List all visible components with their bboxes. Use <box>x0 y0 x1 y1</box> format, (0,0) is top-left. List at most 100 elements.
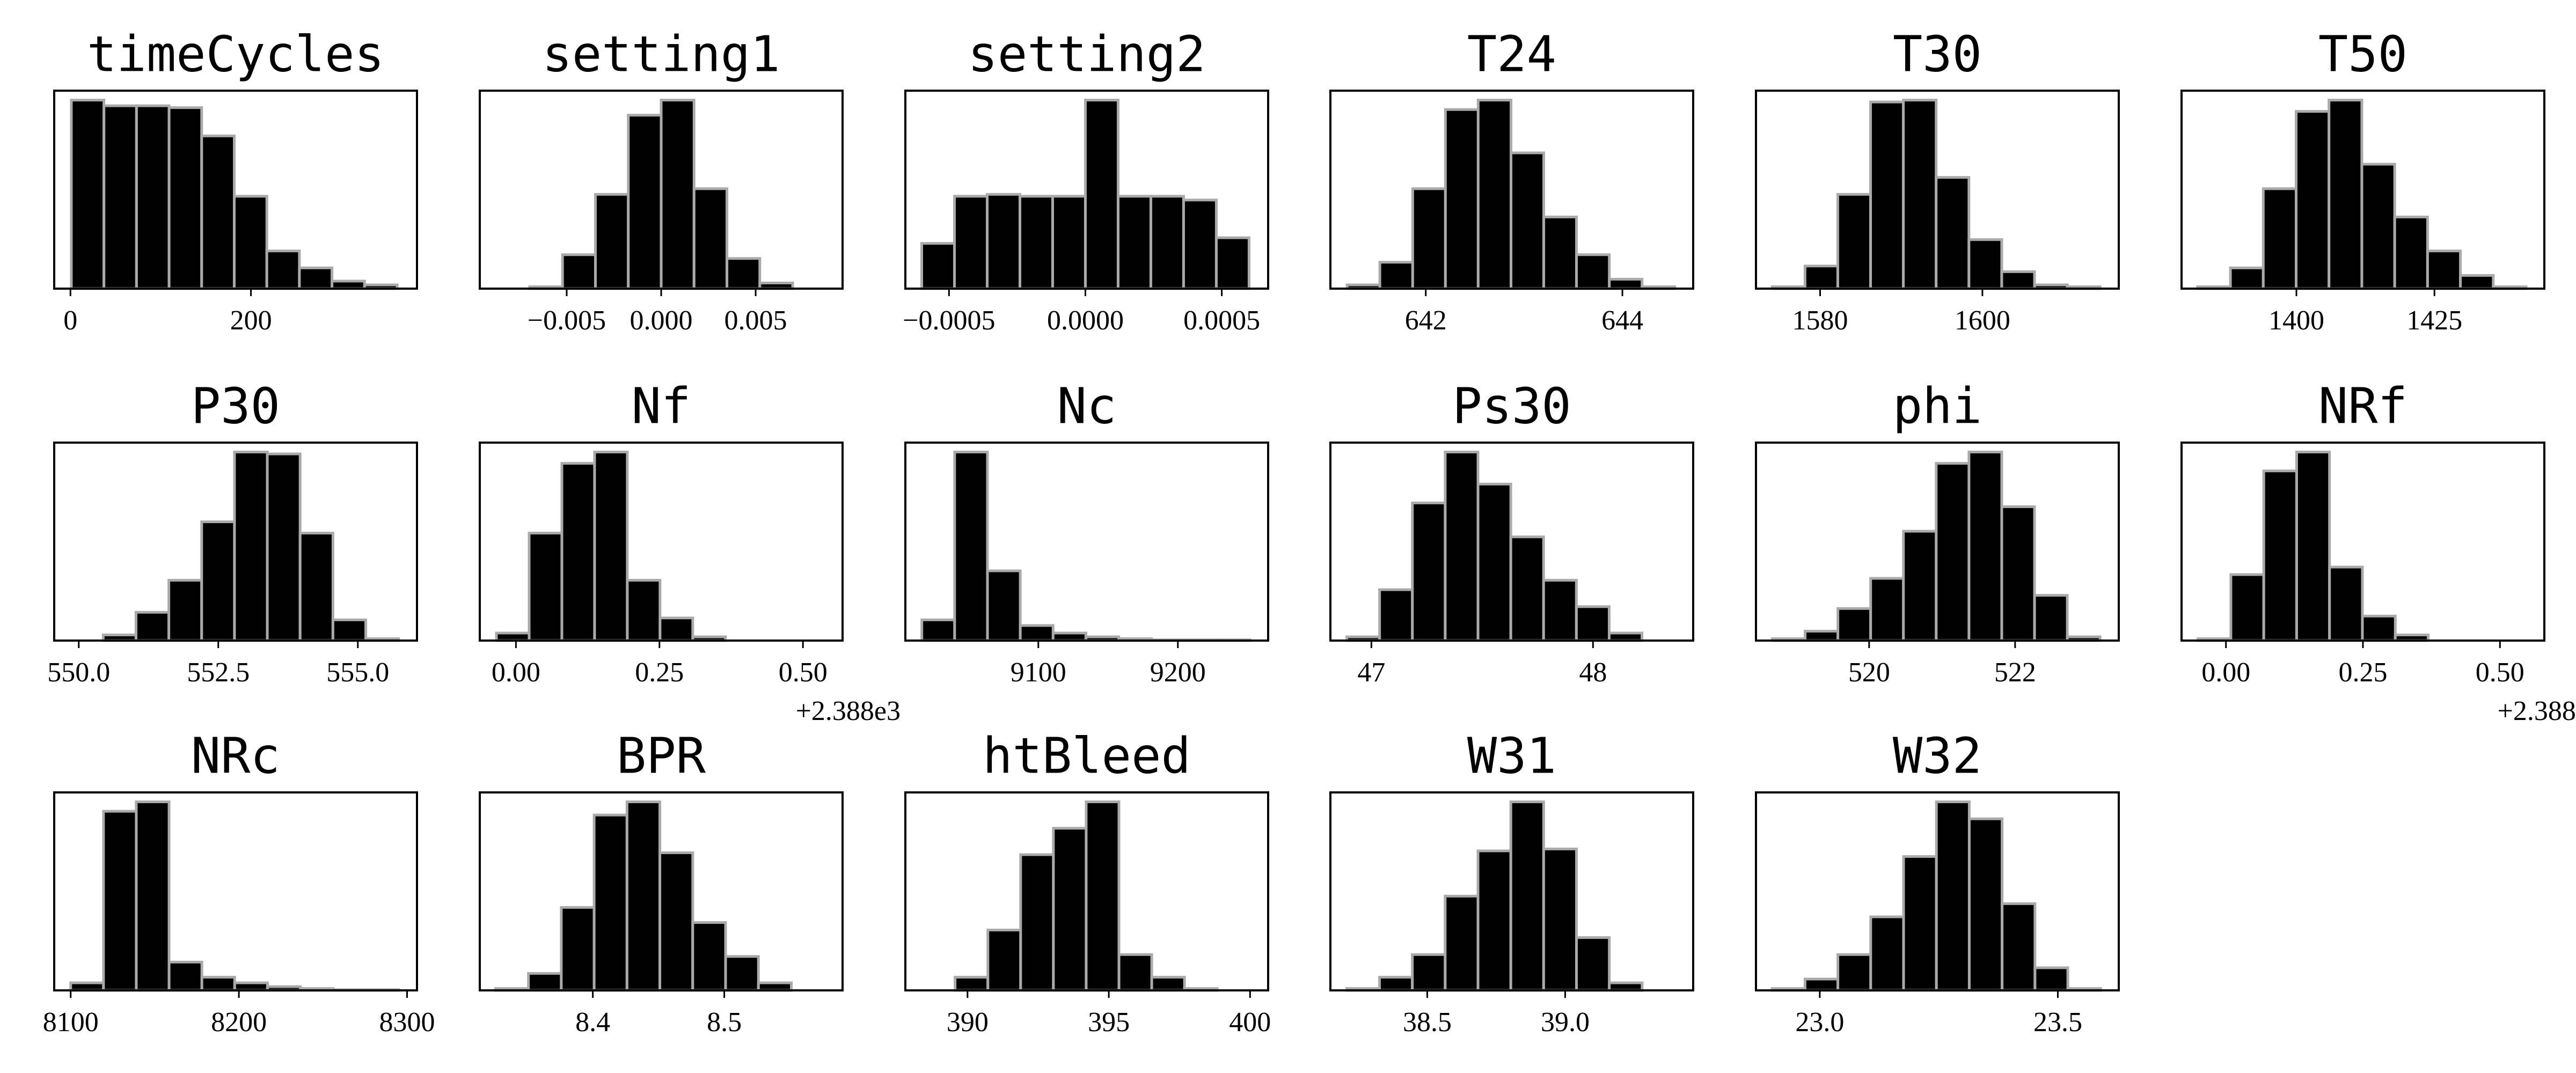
x-tick-label: 8100 <box>43 1007 99 1038</box>
bar <box>2262 469 2298 642</box>
bar <box>1150 975 1186 992</box>
x-tick-label: 0 <box>63 305 77 336</box>
x-tick-label: 642 <box>1405 305 1447 336</box>
x-tick-label: 8300 <box>379 1007 435 1038</box>
x-tick-label: 0.50 <box>779 657 828 688</box>
x-tick-label: 1600 <box>1955 305 2010 336</box>
bar <box>757 981 793 992</box>
x-tick-label: 9200 <box>1150 657 1206 688</box>
axes-frame <box>1329 442 1694 642</box>
bar <box>986 929 1022 992</box>
x-tick-label: 0.0000 <box>1047 305 1124 336</box>
x-tick-label: 47 <box>1357 657 1385 688</box>
x-tick-label: 0.00 <box>492 657 540 688</box>
bar <box>954 975 990 992</box>
x-tick-label: 9100 <box>1011 657 1066 688</box>
bar <box>2328 99 2363 290</box>
bar <box>691 921 727 992</box>
bar <box>1411 953 1447 992</box>
bar <box>1052 827 1088 992</box>
bar <box>1051 631 1087 642</box>
bar <box>1411 187 1447 290</box>
bar <box>70 99 106 290</box>
bar <box>1378 975 1414 992</box>
bar <box>1935 176 1971 290</box>
bar <box>953 451 989 642</box>
bar <box>1018 195 1054 290</box>
x-tick-label: 1580 <box>1792 305 1848 336</box>
bar <box>1476 482 1512 642</box>
bar <box>2393 215 2429 290</box>
bar <box>1935 462 1971 642</box>
bar <box>331 280 366 290</box>
bar <box>594 193 630 290</box>
bar <box>658 616 694 642</box>
bar <box>1019 624 1055 642</box>
bar <box>1967 238 2003 290</box>
bar <box>1803 978 1840 992</box>
bar <box>2229 573 2265 642</box>
axes-frame <box>1329 90 1694 290</box>
bar <box>1509 535 1545 642</box>
bar <box>985 193 1021 290</box>
x-tick-label: 520 <box>1848 657 1890 688</box>
axes-frame <box>53 442 418 642</box>
bar <box>528 532 564 642</box>
x-tick-label: 8.4 <box>575 1007 610 1038</box>
bar <box>1608 277 1644 290</box>
bar <box>692 187 729 290</box>
chart-title: htBleed <box>983 727 1191 784</box>
offset-label: +2.388e3 <box>796 696 901 726</box>
x-tick-label: 0.005 <box>724 305 787 336</box>
bar <box>1935 800 1971 992</box>
bar <box>1510 151 1546 290</box>
bar <box>1608 981 1644 992</box>
x-tick-label: 39.0 <box>1541 1007 1590 1038</box>
bar <box>1149 195 1185 290</box>
bar <box>200 520 236 642</box>
axes-frame <box>1755 90 2120 290</box>
bar <box>1869 915 1905 992</box>
chart-title: setting1 <box>542 25 780 83</box>
bar <box>724 955 760 992</box>
bar <box>266 452 302 642</box>
bar <box>1803 264 1839 290</box>
bar <box>167 960 203 992</box>
x-tick-label: 8200 <box>211 1007 267 1038</box>
bar <box>1575 253 1611 290</box>
axes-frame <box>479 791 844 991</box>
bar <box>1444 108 1480 290</box>
x-tick-label: 550.0 <box>47 657 110 688</box>
x-tick-label: −0.0005 <box>903 305 995 336</box>
axes-frame <box>479 442 844 642</box>
bar <box>1444 451 1480 642</box>
bar <box>1836 607 1872 642</box>
bar <box>1378 261 1414 290</box>
bar <box>2295 110 2331 290</box>
x-tick-label: 38.5 <box>1403 1007 1452 1038</box>
bar <box>658 851 694 992</box>
bar <box>1542 215 1578 290</box>
bar <box>233 981 269 992</box>
x-tick-label: 23.5 <box>2033 1007 2082 1038</box>
chart-title: timeCycles <box>87 25 384 83</box>
bar <box>1836 193 1872 290</box>
bar <box>200 975 236 992</box>
bar <box>1509 800 1545 992</box>
bar <box>1967 817 2004 992</box>
chart-title: W31 <box>1467 727 1556 784</box>
chart-title: setting2 <box>968 25 1205 83</box>
chart-title: W32 <box>1893 727 1982 784</box>
axes-frame <box>904 442 1269 642</box>
chart-title: Nf <box>632 377 691 435</box>
bar <box>920 242 956 290</box>
bar <box>1182 199 1218 290</box>
bar <box>1019 853 1055 992</box>
bar <box>627 114 663 290</box>
x-tick-label: 0.25 <box>2339 657 2388 688</box>
bar <box>200 134 236 290</box>
bar <box>2459 274 2495 290</box>
bar <box>1214 236 1250 290</box>
bar <box>1902 530 1938 642</box>
bar <box>2001 902 2037 992</box>
